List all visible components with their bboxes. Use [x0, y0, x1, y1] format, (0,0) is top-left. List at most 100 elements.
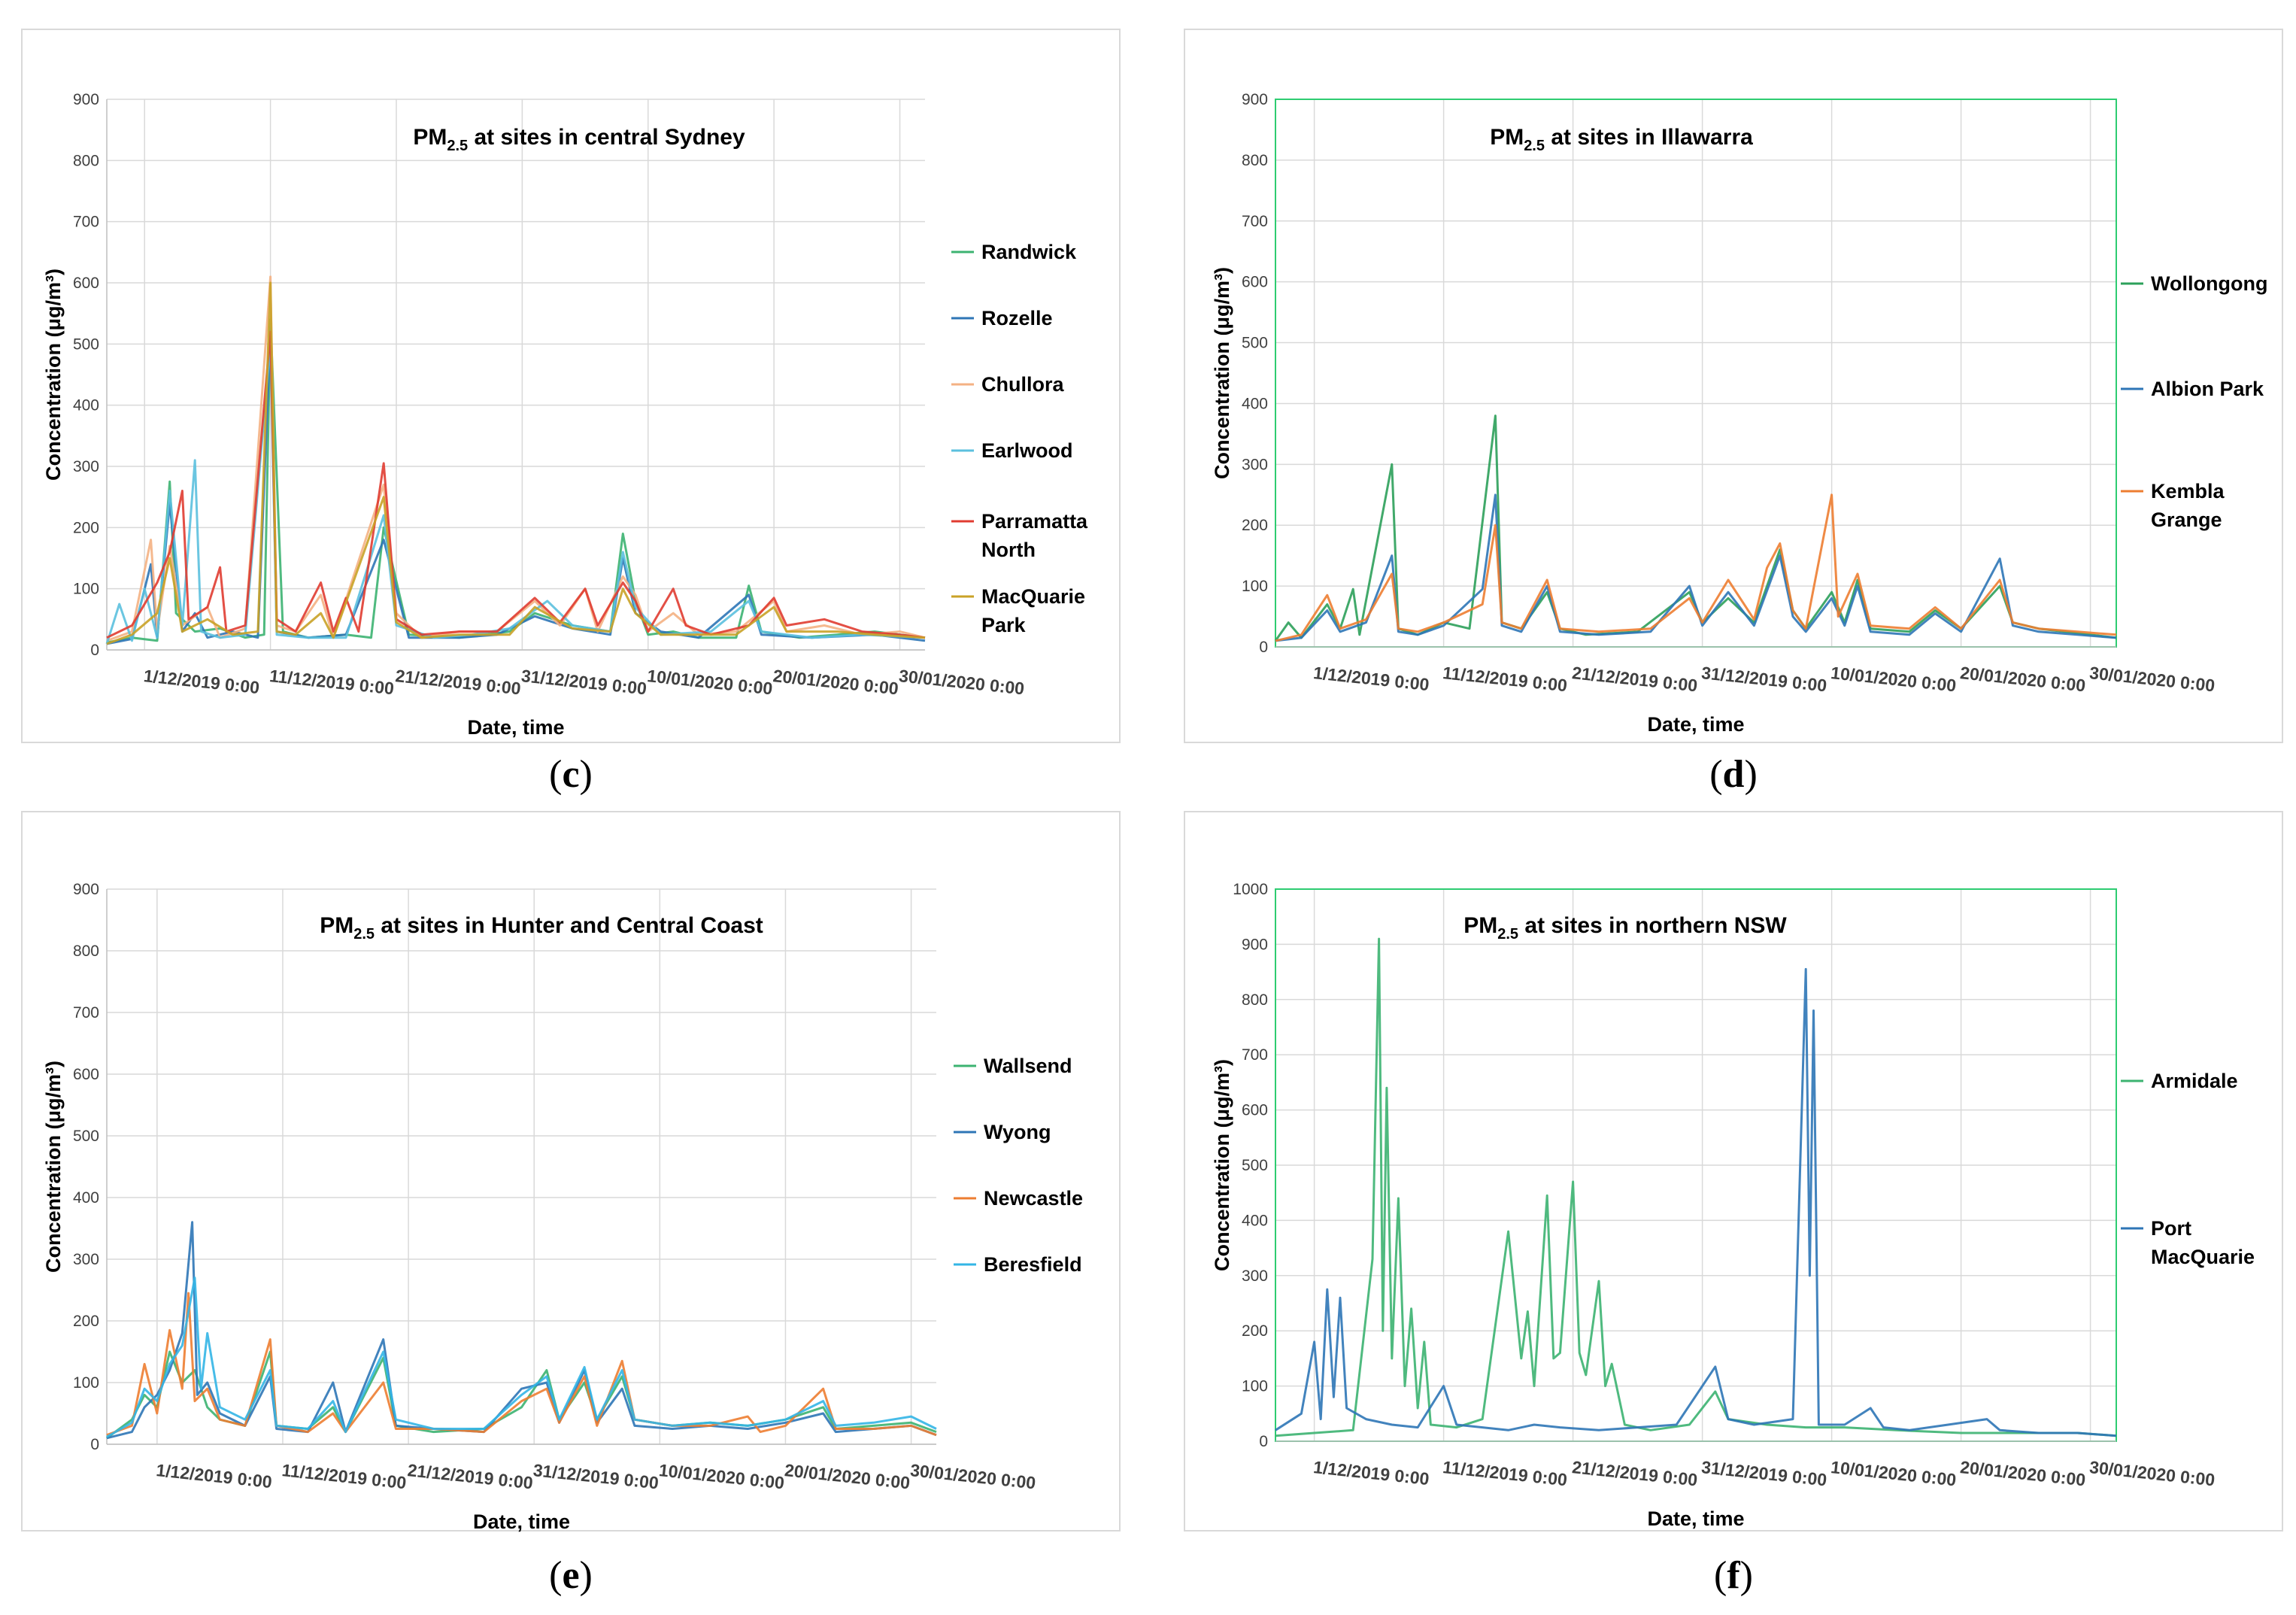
- y-tick-label: 700: [73, 1004, 99, 1022]
- y-tick-label: 200: [73, 519, 99, 536]
- y-tick-label: 700: [1242, 1046, 1268, 1064]
- y-tick-label: 300: [1242, 1267, 1268, 1285]
- series-line-armidale: [1275, 937, 2117, 1437]
- y-tick-label: 0: [1259, 639, 1268, 656]
- y-tick-label: 500: [1242, 1157, 1268, 1174]
- y-tick-label: 900: [1242, 91, 1268, 108]
- chart-title: PM2.5 at sites in northern NSW: [1463, 913, 1787, 943]
- chart-svg: 0 100 200 300 400 500 600 700 800 900 1/12/2019 0:…: [42, 881, 1083, 1533]
- legend-label: Beresfield: [984, 1253, 1082, 1276]
- y-tick-label: 500: [1242, 335, 1268, 352]
- y-tick-label: 0: [90, 1436, 99, 1453]
- x-tick-label: 1/12/2019 0:00: [143, 666, 261, 697]
- x-tick-label: 1/12/2019 0:00: [1312, 1457, 1430, 1489]
- series-line-rozelle: [106, 330, 926, 645]
- chart-title: PM2.5 at sites in central Sydney: [413, 125, 745, 154]
- x-tick-label: 21/12/2019 0:00: [1571, 1457, 1698, 1489]
- legend-label: North: [981, 539, 1036, 561]
- legend-label: Armidale: [2151, 1070, 2238, 1092]
- series-line-chullora: [106, 275, 926, 642]
- chart-svg: 0 100 200 300 400 500 600 700 800 900 1/12/2019 0:…: [42, 91, 1088, 739]
- y-tick-label: 100: [73, 581, 99, 598]
- y-tick-label: 700: [1242, 213, 1268, 230]
- series-line-kembla-grange: [1275, 493, 2117, 642]
- series-line-macquarie-park: [106, 281, 926, 645]
- legend-label: MacQuarie: [981, 585, 1085, 608]
- legend-label: MacQuarie: [2151, 1246, 2255, 1268]
- y-tick-label: 600: [1242, 274, 1268, 291]
- x-tick-label: 1/12/2019 0:00: [1312, 663, 1430, 694]
- series-line-port-macquarie: [1275, 967, 2117, 1437]
- y-tick-label: 200: [1242, 517, 1268, 534]
- legend-label: Newcastle: [984, 1187, 1083, 1210]
- y-tick-label: 600: [73, 275, 99, 292]
- x-tick-label: 11/12/2019 0:00: [281, 1460, 407, 1492]
- legend-label: Wallsend: [984, 1055, 1072, 1077]
- legend-label: Park: [981, 614, 1027, 636]
- x-tick-label: 1/12/2019 0:00: [155, 1460, 273, 1492]
- y-tick-label: 100: [73, 1374, 99, 1392]
- y-tick-label: 300: [1242, 456, 1268, 473]
- x-axis-title: Date, time: [473, 1510, 570, 1533]
- y-tick-label: 600: [73, 1066, 99, 1083]
- x-tick-label: 21/12/2019 0:00: [1571, 663, 1698, 695]
- x-tick-label: 30/01/2020 0:00: [909, 1460, 1036, 1492]
- x-axis-title: Date, time: [1647, 1507, 1744, 1530]
- x-tick-label: 31/12/2019 0:00: [1700, 1457, 1827, 1489]
- series-line-wyong: [106, 1221, 937, 1440]
- x-tick-label: 10/01/2020 0:00: [646, 666, 773, 698]
- y-tick-label: 800: [1242, 152, 1268, 169]
- legend-label: Wollongong: [2151, 272, 2267, 295]
- y-tick-label: 300: [73, 458, 99, 475]
- legend-label: Earlwood: [981, 439, 1073, 462]
- caption-e: (e): [549, 1554, 593, 1597]
- series-line-wollongong: [1274, 414, 2117, 642]
- y-tick-label: 800: [1242, 991, 1268, 1009]
- chart-svg: 0 100 200 300 400 500 600 700 800 900 1000 1/12/201…: [1211, 881, 2255, 1530]
- x-tick-label: 10/01/2020 0:00: [1830, 1457, 1957, 1489]
- caption-letter: f: [1727, 1554, 1740, 1597]
- legend-label: Wyong: [984, 1121, 1051, 1143]
- series-line-randwick: [106, 318, 926, 644]
- caption-letter: c: [562, 753, 580, 796]
- y-tick-label: 100: [1242, 578, 1268, 595]
- x-axis-title: Date, time: [1647, 713, 1744, 736]
- chart-title: PM2.5 at sites in Hunter and Central Coa…: [320, 913, 763, 943]
- x-tick-label: 30/01/2020 0:00: [2088, 1457, 2216, 1489]
- x-tick-label: 11/12/2019 0:00: [1442, 1457, 1568, 1489]
- caption-f: (f): [1714, 1554, 1753, 1597]
- series-line-albion-park: [1275, 493, 2117, 642]
- y-tick-label: 400: [1242, 1212, 1268, 1229]
- y-tick-label: 500: [73, 335, 99, 353]
- y-tick-label: 100: [1242, 1378, 1268, 1395]
- x-tick-label: 30/01/2020 0:00: [898, 666, 1025, 698]
- y-tick-label: 0: [1259, 1433, 1268, 1450]
- y-tick-label: 900: [73, 881, 99, 898]
- y-tick-label: 200: [1242, 1322, 1268, 1340]
- legend-label: Albion Park: [2151, 378, 2264, 400]
- legend-label: Kembla: [2151, 480, 2225, 502]
- chart-panel-c: 0 100 200 300 400 500 600 700 800 900 1/12/2019 0:…: [21, 29, 1121, 743]
- y-tick-label: 400: [73, 397, 99, 414]
- y-tick-label: 500: [73, 1128, 99, 1145]
- x-tick-label: 10/01/2020 0:00: [658, 1460, 785, 1492]
- plot-frame: [1275, 99, 2117, 648]
- legend-label: Port: [2151, 1217, 2191, 1240]
- legend-label: Chullora: [981, 373, 1064, 396]
- x-tick-label: 10/01/2020 0:00: [1830, 663, 1957, 695]
- x-tick-label: 11/12/2019 0:00: [268, 666, 395, 698]
- x-tick-label: 31/12/2019 0:00: [1700, 663, 1827, 695]
- y-axis-title: Concentration (μg/m³): [1211, 267, 1233, 479]
- y-tick-label: 800: [73, 152, 99, 169]
- y-tick-label: 900: [73, 91, 99, 108]
- x-axis-title: Date, time: [467, 716, 564, 739]
- y-tick-label: 400: [73, 1189, 99, 1207]
- x-tick-label: 11/12/2019 0:00: [1442, 663, 1568, 695]
- chart-panel-f: 0 100 200 300 400 500 600 700 800 900 1000 1/12/201…: [1184, 811, 2283, 1532]
- x-tick-label: 31/12/2019 0:00: [532, 1460, 660, 1492]
- caption-d: (d): [1709, 753, 1758, 796]
- y-tick-label: 0: [90, 642, 99, 659]
- caption-letter: d: [1722, 753, 1745, 796]
- x-tick-label: 30/01/2020 0:00: [2088, 663, 2216, 695]
- x-tick-label: 20/01/2020 0:00: [784, 1460, 911, 1492]
